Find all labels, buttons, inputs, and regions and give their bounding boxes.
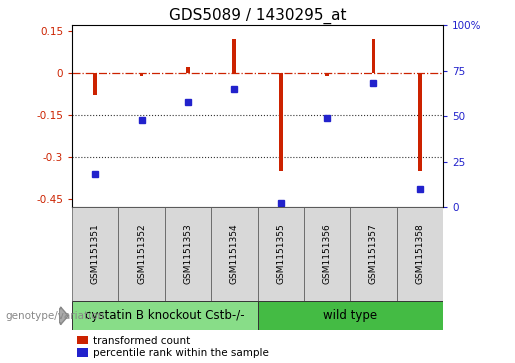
Bar [325,73,329,76]
Title: GDS5089 / 1430295_at: GDS5089 / 1430295_at [169,8,346,24]
Bar [304,207,350,301]
Bar [118,207,165,301]
Text: GSM1151355: GSM1151355 [276,224,285,285]
Text: GSM1151354: GSM1151354 [230,224,239,285]
FancyArrow shape [59,307,68,325]
Text: GSM1151358: GSM1151358 [415,224,424,285]
Bar [418,73,422,171]
Text: GSM1151353: GSM1151353 [183,224,193,285]
Legend: transformed count, percentile rank within the sample: transformed count, percentile rank withi… [77,335,269,358]
Bar [258,301,443,330]
Bar [371,39,375,73]
Bar [72,207,118,301]
Bar [258,207,304,301]
Bar [72,301,258,330]
Bar [140,73,144,76]
Bar [350,207,397,301]
Bar [211,207,258,301]
Text: genotype/variation: genotype/variation [5,311,104,321]
Text: GSM1151357: GSM1151357 [369,224,378,285]
Text: GSM1151356: GSM1151356 [322,224,332,285]
Text: GSM1151352: GSM1151352 [137,224,146,285]
Bar [186,67,190,73]
Text: cystatin B knockout Cstb-/-: cystatin B knockout Cstb-/- [85,309,245,322]
Bar [232,39,236,73]
Bar [165,207,211,301]
Bar [93,73,97,95]
Bar [279,73,283,171]
Text: wild type: wild type [323,309,377,322]
Text: GSM1151351: GSM1151351 [91,224,100,285]
Bar [397,207,443,301]
